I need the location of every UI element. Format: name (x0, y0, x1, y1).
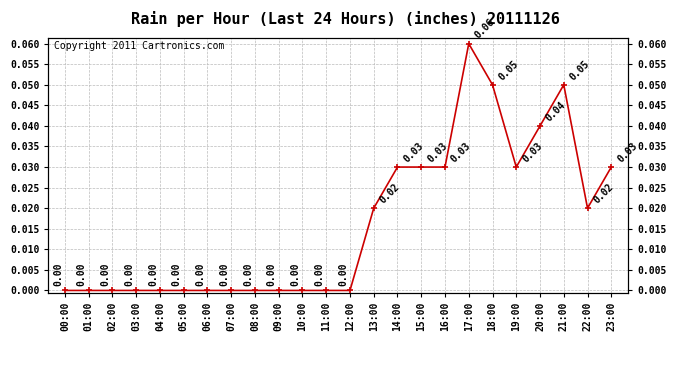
Text: 0.00: 0.00 (195, 263, 206, 286)
Text: 0.05: 0.05 (497, 58, 520, 82)
Text: 0.00: 0.00 (53, 263, 63, 286)
Text: 0.00: 0.00 (77, 263, 87, 286)
Text: 0.03: 0.03 (426, 141, 449, 164)
Text: 0.02: 0.02 (592, 182, 615, 206)
Text: 0.00: 0.00 (243, 263, 253, 286)
Text: 0.00: 0.00 (101, 263, 110, 286)
Text: 0.03: 0.03 (520, 141, 544, 164)
Text: 0.00: 0.00 (148, 263, 158, 286)
Text: 0.04: 0.04 (544, 99, 568, 123)
Text: 0.00: 0.00 (267, 263, 277, 286)
Text: 0.06: 0.06 (473, 17, 497, 41)
Text: 0.05: 0.05 (568, 58, 591, 82)
Text: 0.02: 0.02 (378, 182, 402, 206)
Text: 0.03: 0.03 (615, 141, 639, 164)
Text: Rain per Hour (Last 24 Hours) (inches) 20111126: Rain per Hour (Last 24 Hours) (inches) 2… (130, 11, 560, 27)
Text: 0.00: 0.00 (219, 263, 229, 286)
Text: 0.03: 0.03 (449, 141, 473, 164)
Text: Copyright 2011 Cartronics.com: Copyright 2011 Cartronics.com (54, 41, 224, 51)
Text: 0.00: 0.00 (172, 263, 181, 286)
Text: 0.03: 0.03 (402, 141, 425, 164)
Text: 0.00: 0.00 (124, 263, 135, 286)
Text: 0.00: 0.00 (314, 263, 324, 286)
Text: 0.00: 0.00 (290, 263, 301, 286)
Text: 0.00: 0.00 (338, 263, 348, 286)
